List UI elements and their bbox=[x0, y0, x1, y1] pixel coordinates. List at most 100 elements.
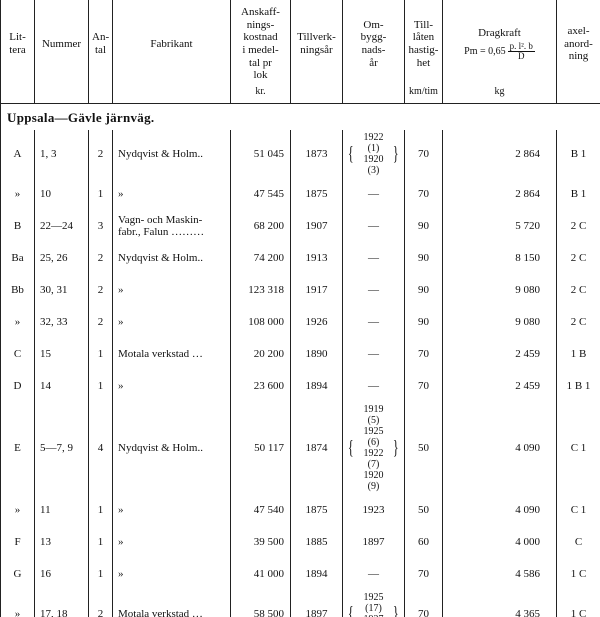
unit-fabrikant bbox=[113, 84, 231, 104]
table-row: »111»47 54018751923504 090C 1 bbox=[1, 494, 600, 526]
cell-littera: » bbox=[1, 590, 35, 617]
cell-axel: 2 C bbox=[557, 274, 600, 306]
cell-nummer: 10 bbox=[35, 178, 89, 210]
cell-dragkraft: 4 586 bbox=[443, 558, 557, 590]
cell-hastighet: 70 bbox=[405, 338, 443, 370]
hdr-dragkraft-formula: Pm = 0,65 p. l². b D bbox=[464, 42, 535, 61]
cell-nummer: 11 bbox=[35, 494, 89, 526]
formula-fraction: p. l². b D bbox=[508, 42, 535, 61]
cell-dragkraft: 2 459 bbox=[443, 338, 557, 370]
formula-prefix: Pm = 0,65 bbox=[464, 46, 505, 58]
table-row: G161»41 0001894—704 5861 C bbox=[1, 558, 600, 590]
cell-kostnad: 51 045 bbox=[231, 130, 291, 178]
unit-littera bbox=[1, 84, 35, 104]
cell-axel: 1 C bbox=[557, 558, 600, 590]
formula-den: D bbox=[516, 52, 527, 61]
cell-ombygg: — bbox=[343, 178, 405, 210]
cell-antal: 2 bbox=[89, 130, 113, 178]
cell-hastighet: 50 bbox=[405, 494, 443, 526]
section-title: Uppsala—Gävle järnväg. bbox=[7, 110, 154, 125]
cell-axel: B 1 bbox=[557, 178, 600, 210]
cell-kostnad: 47 540 bbox=[231, 494, 291, 526]
cell-ombygg: — bbox=[343, 558, 405, 590]
cell-littera: E bbox=[1, 402, 35, 494]
cell-tillverk: 1890 bbox=[291, 338, 343, 370]
cell-fabrikant: Nydqvist & Holm.. bbox=[113, 242, 231, 274]
cell-hastighet: 70 bbox=[405, 370, 443, 402]
cell-littera: B bbox=[1, 210, 35, 242]
cell-axel: C bbox=[557, 526, 600, 558]
cell-dragkraft: 4 000 bbox=[443, 526, 557, 558]
cell-fabrikant: Nydqvist & Holm.. bbox=[113, 130, 231, 178]
hdr-tillverk: Tillverk-ningsår bbox=[291, 0, 343, 84]
cell-hastighet: 60 bbox=[405, 526, 443, 558]
cell-fabrikant: » bbox=[113, 178, 231, 210]
cell-dragkraft: 2 864 bbox=[443, 178, 557, 210]
cell-hastighet: 90 bbox=[405, 274, 443, 306]
cell-tillverk: 1913 bbox=[291, 242, 343, 274]
cell-nummer: 22—24 bbox=[35, 210, 89, 242]
cell-nummer: 17, 18 bbox=[35, 590, 89, 617]
cell-ombygg: 1897 bbox=[343, 526, 405, 558]
table-row: E5—7, 94Nydqvist & Holm..50 1171874{1919… bbox=[1, 402, 600, 494]
cell-fabrikant: Vagn- och Maskin-fabr., Falun ……… bbox=[113, 210, 231, 242]
cell-fabrikant: » bbox=[113, 274, 231, 306]
cell-ombygg: — bbox=[343, 242, 405, 274]
cell-tillverk: 1873 bbox=[291, 130, 343, 178]
hdr-fabrikant: Fabrikant bbox=[113, 0, 231, 84]
table-row: »17, 182Motala verkstad …58 5001897{1925… bbox=[1, 590, 600, 617]
cell-antal: 1 bbox=[89, 370, 113, 402]
cell-nummer: 1, 3 bbox=[35, 130, 89, 178]
cell-axel: 2 C bbox=[557, 242, 600, 274]
unit-tillverk bbox=[291, 84, 343, 104]
table-row: »101»47 5451875—702 864B 1 bbox=[1, 178, 600, 210]
cell-littera: A bbox=[1, 130, 35, 178]
cell-axel: 2 C bbox=[557, 306, 600, 338]
cell-hastighet: 90 bbox=[405, 210, 443, 242]
table-row: C151Motala verkstad …20 2001890—702 4591… bbox=[1, 338, 600, 370]
cell-littera: » bbox=[1, 306, 35, 338]
cell-fabrikant: Motala verkstad … bbox=[113, 590, 231, 617]
cell-tillverk: 1907 bbox=[291, 210, 343, 242]
table-row: A1, 32Nydqvist & Holm..51 0451873{1922 (… bbox=[1, 130, 600, 178]
cell-littera: » bbox=[1, 178, 35, 210]
cell-antal: 1 bbox=[89, 338, 113, 370]
cell-tillverk: 1875 bbox=[291, 178, 343, 210]
cell-nummer: 15 bbox=[35, 338, 89, 370]
cell-axel: 1 B bbox=[557, 338, 600, 370]
cell-fabrikant: » bbox=[113, 558, 231, 590]
hdr-dragkraft-label: Dragkraft bbox=[446, 27, 553, 40]
locomotive-table: Lit-tera Nummer An-tal Fabrikant Anskaff… bbox=[0, 0, 600, 617]
cell-tillverk: 1874 bbox=[291, 402, 343, 494]
cell-kostnad: 123 318 bbox=[231, 274, 291, 306]
cell-tillverk: 1894 bbox=[291, 370, 343, 402]
cell-kostnad: 74 200 bbox=[231, 242, 291, 274]
unit-dragkraft: kg bbox=[443, 84, 557, 104]
hdr-antal: An-tal bbox=[89, 0, 113, 84]
cell-dragkraft: 5 720 bbox=[443, 210, 557, 242]
unit-axel bbox=[557, 84, 600, 104]
cell-hastighet: 70 bbox=[405, 590, 443, 617]
table-row: Bb30, 312»123 3181917—909 0802 C bbox=[1, 274, 600, 306]
cell-antal: 1 bbox=[89, 178, 113, 210]
cell-fabrikant: Nydqvist & Holm.. bbox=[113, 402, 231, 494]
cell-dragkraft: 2 864 bbox=[443, 130, 557, 178]
cell-tillverk: 1894 bbox=[291, 558, 343, 590]
section-row: Uppsala—Gävle järnväg. bbox=[1, 104, 600, 131]
table-row: D141»23 6001894—702 4591 B 1 bbox=[1, 370, 600, 402]
cell-antal: 1 bbox=[89, 526, 113, 558]
cell-hastighet: 90 bbox=[405, 242, 443, 274]
hdr-axel: axel-anord-ning bbox=[557, 0, 600, 84]
table-row: »32, 332»108 0001926—909 0802 C bbox=[1, 306, 600, 338]
cell-ombygg: — bbox=[343, 338, 405, 370]
table-header: Lit-tera Nummer An-tal Fabrikant Anskaff… bbox=[1, 0, 600, 104]
table-row: F131»39 50018851897604 000C bbox=[1, 526, 600, 558]
cell-littera: Bb bbox=[1, 274, 35, 306]
cell-nummer: 5—7, 9 bbox=[35, 402, 89, 494]
cell-kostnad: 23 600 bbox=[231, 370, 291, 402]
cell-kostnad: 39 500 bbox=[231, 526, 291, 558]
cell-nummer: 13 bbox=[35, 526, 89, 558]
cell-axel: 1 B 1 bbox=[557, 370, 600, 402]
table-body: Uppsala—Gävle järnväg.A1, 32Nydqvist & H… bbox=[1, 104, 600, 617]
cell-kostnad: 47 545 bbox=[231, 178, 291, 210]
